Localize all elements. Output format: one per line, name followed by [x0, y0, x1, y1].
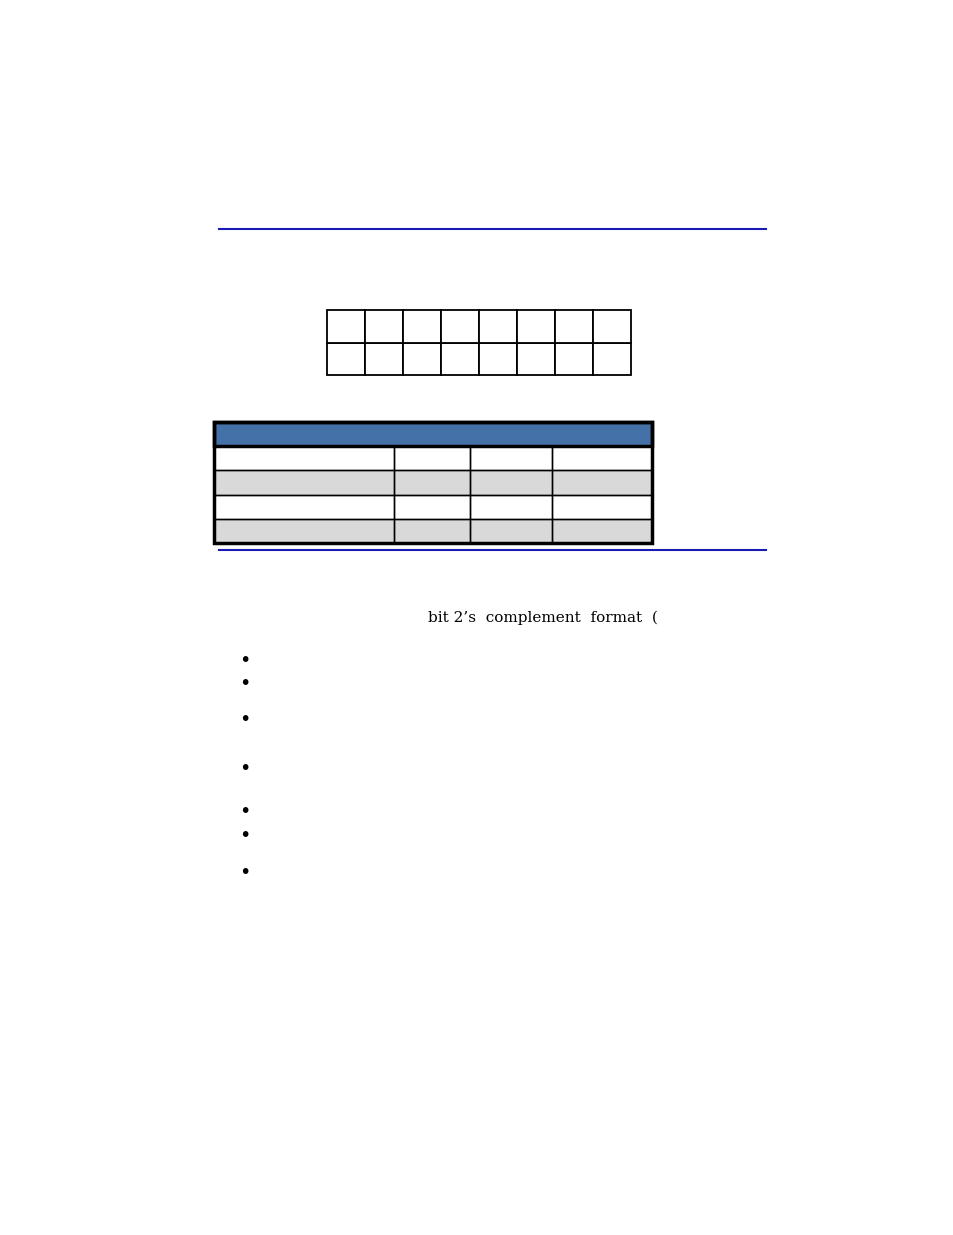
- Bar: [213, 519, 394, 543]
- Bar: [213, 519, 652, 543]
- Bar: [440, 310, 478, 342]
- Bar: [365, 342, 402, 375]
- Text: •: •: [239, 803, 251, 821]
- Bar: [470, 494, 552, 519]
- Bar: [213, 471, 652, 494]
- Bar: [394, 494, 470, 519]
- Text: •: •: [239, 758, 251, 778]
- Bar: [552, 471, 652, 494]
- Bar: [394, 519, 470, 543]
- Text: •: •: [239, 826, 251, 845]
- Text: •: •: [239, 651, 251, 669]
- Bar: [470, 446, 552, 471]
- Bar: [478, 310, 517, 342]
- Bar: [402, 342, 440, 375]
- Text: bit 2’s  complement  format  (: bit 2’s complement format (: [427, 610, 657, 625]
- Bar: [517, 310, 555, 342]
- Bar: [327, 342, 365, 375]
- Bar: [213, 471, 394, 494]
- Bar: [213, 494, 394, 519]
- Bar: [552, 494, 652, 519]
- Bar: [555, 342, 592, 375]
- Bar: [327, 310, 365, 342]
- Bar: [394, 471, 470, 494]
- Text: •: •: [239, 862, 251, 882]
- Bar: [213, 421, 652, 446]
- Bar: [517, 342, 555, 375]
- Bar: [592, 310, 630, 342]
- Bar: [213, 446, 394, 471]
- Bar: [440, 342, 478, 375]
- Bar: [552, 519, 652, 543]
- Bar: [213, 421, 652, 543]
- Bar: [365, 310, 402, 342]
- Bar: [213, 494, 652, 519]
- Bar: [555, 310, 592, 342]
- Bar: [402, 310, 440, 342]
- Bar: [394, 446, 470, 471]
- Bar: [470, 519, 552, 543]
- Bar: [213, 446, 652, 471]
- Bar: [478, 342, 517, 375]
- Bar: [552, 446, 652, 471]
- Text: •: •: [239, 674, 251, 693]
- Bar: [470, 471, 552, 494]
- Bar: [592, 342, 630, 375]
- Text: •: •: [239, 710, 251, 729]
